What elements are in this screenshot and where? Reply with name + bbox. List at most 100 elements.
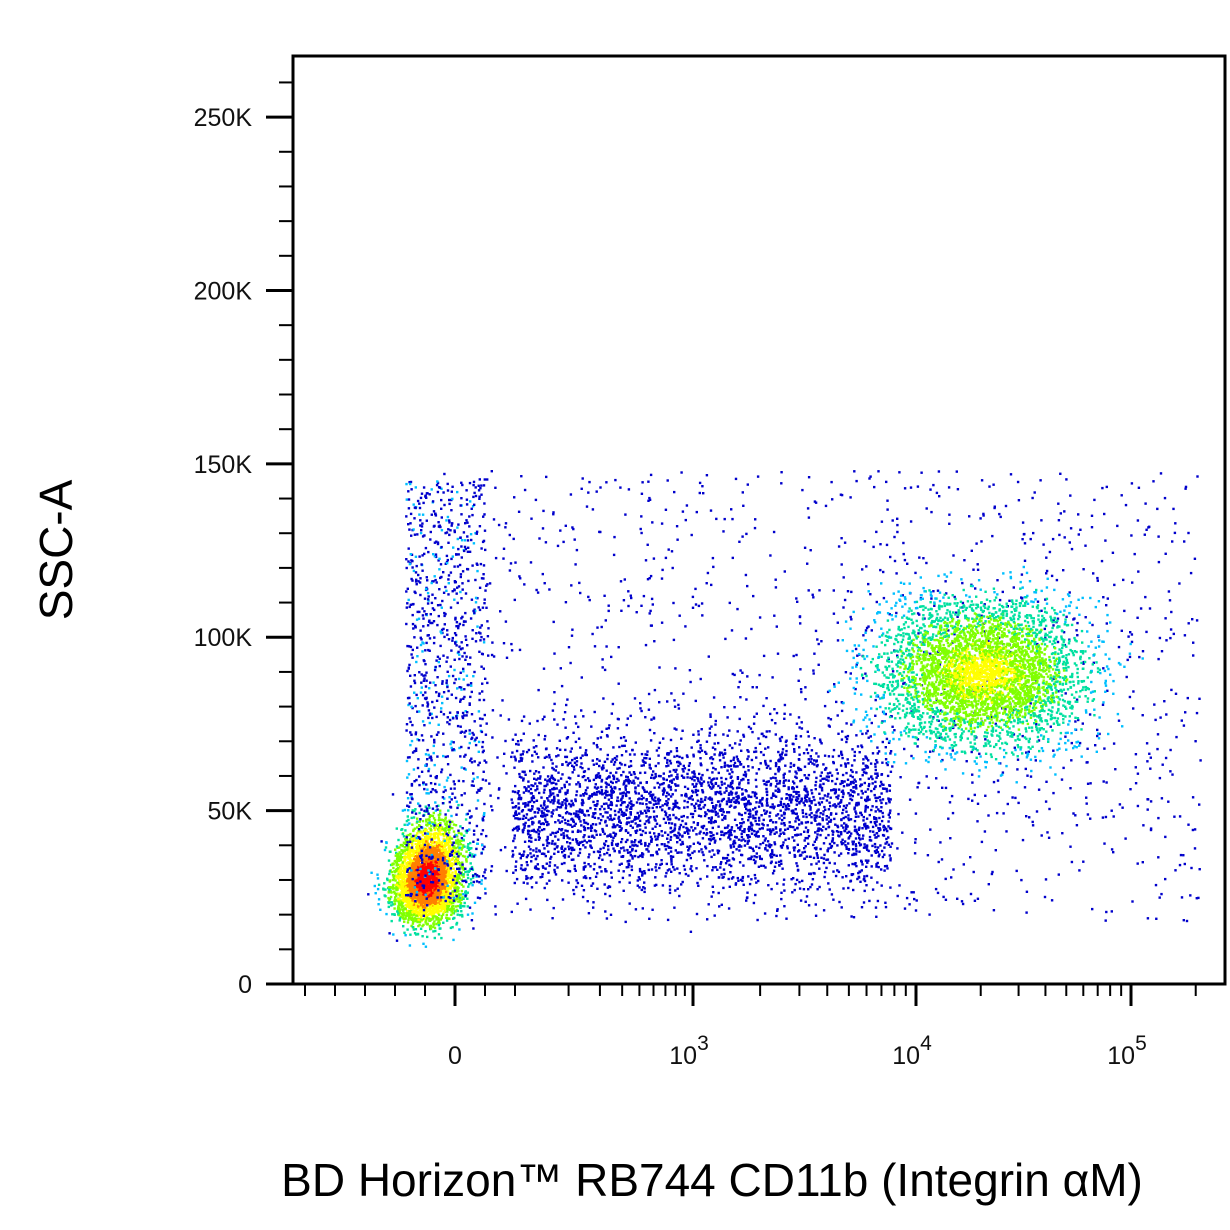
- event-dot: [447, 689, 450, 693]
- event-dot: [392, 866, 395, 870]
- event-dot: [468, 481, 472, 485]
- event-dot: [401, 832, 404, 836]
- event-dot: [408, 717, 411, 720]
- event-dot: [403, 894, 406, 897]
- event-dot: [478, 897, 482, 900]
- event-dot: [429, 613, 432, 616]
- event-dot: [482, 698, 486, 702]
- event-dot: [410, 796, 413, 799]
- event-dot: [427, 907, 430, 911]
- event-dot: [462, 844, 465, 847]
- event-dot: [440, 936, 443, 940]
- event-dot: [422, 501, 425, 505]
- event-dot: [422, 625, 425, 628]
- event-dot: [461, 854, 465, 858]
- event-dot: [462, 697, 465, 700]
- event-dot: [435, 854, 438, 857]
- event-dot: [469, 878, 473, 881]
- event-dot: [402, 841, 406, 844]
- event-dot: [483, 802, 486, 806]
- event-dot: [439, 710, 443, 713]
- event-dot: [420, 914, 423, 917]
- event-dot: [411, 922, 415, 925]
- event-dot: [392, 890, 396, 893]
- event-dot: [419, 892, 422, 895]
- event-dot: [400, 895, 403, 899]
- event-dot: [452, 899, 456, 902]
- event-dot: [449, 892, 452, 895]
- event-dot: [417, 573, 420, 577]
- event-dot: [433, 936, 436, 940]
- event-dot: [409, 933, 412, 936]
- event-dot: [742, 883, 745, 886]
- event-dot: [453, 783, 456, 786]
- event-dot: [472, 772, 475, 775]
- event-dot: [462, 893, 465, 896]
- event-dot: [475, 807, 478, 810]
- event-dot: [775, 711, 779, 715]
- event-dot: [413, 890, 416, 893]
- event-dot: [403, 914, 406, 917]
- event-dot: [460, 913, 464, 917]
- event-dot: [471, 884, 474, 887]
- event-dot: [754, 806, 757, 810]
- event-dot: [527, 780, 530, 783]
- event-dot: [445, 919, 449, 922]
- event-dot: [425, 807, 429, 810]
- event-dot: [452, 878, 455, 882]
- event-dot: [423, 787, 426, 791]
- event-dot: [439, 894, 443, 897]
- event-dot: [428, 925, 432, 928]
- event-dot: [408, 860, 412, 863]
- event-dot: [418, 901, 421, 904]
- event-dot: [413, 681, 417, 685]
- event-dot: [417, 739, 421, 742]
- event-dot: [461, 915, 464, 918]
- event-dot: [435, 916, 438, 919]
- event-dot: [459, 590, 462, 594]
- event-dot: [403, 823, 406, 826]
- event-dot: [629, 811, 632, 814]
- event-dot: [428, 850, 431, 853]
- event-dot: [427, 753, 430, 757]
- event-dot: [383, 882, 386, 885]
- event-dot: [417, 617, 421, 620]
- event-dot: [443, 903, 446, 906]
- event-dot: [437, 879, 441, 882]
- event-dot: [447, 593, 450, 596]
- event-dot: [530, 840, 533, 843]
- event-dot: [665, 795, 668, 798]
- event-dot: [425, 840, 428, 843]
- event-dot: [437, 848, 440, 851]
- event-dot: [446, 763, 450, 766]
- event-dot: [408, 913, 411, 916]
- event-dot: [470, 867, 473, 870]
- event-dot: [426, 906, 429, 909]
- event-dot: [435, 659, 438, 662]
- event-dot: [643, 872, 647, 875]
- event-dot: [459, 725, 462, 728]
- event-dot: [458, 867, 461, 870]
- event-dot: [413, 674, 416, 677]
- event-dot: [461, 588, 464, 591]
- event-dot: [841, 795, 845, 799]
- event-dot: [554, 821, 557, 824]
- event-dot: [470, 538, 473, 542]
- event-dot: [439, 860, 443, 864]
- event-dot: [412, 627, 415, 630]
- event-dot: [572, 812, 576, 815]
- event-dot: [402, 849, 405, 853]
- event-dot: [456, 890, 459, 893]
- event-dot: [398, 871, 402, 874]
- event-dot: [443, 611, 446, 615]
- event-dot: [394, 859, 397, 863]
- event-dot: [408, 849, 411, 852]
- event-dot: [455, 895, 458, 898]
- event-dot: [431, 838, 435, 841]
- event-dot: [699, 744, 702, 747]
- event-dot: [451, 820, 454, 823]
- event-dot: [465, 858, 468, 862]
- event-dot: [433, 836, 437, 840]
- event-dot: [481, 778, 485, 781]
